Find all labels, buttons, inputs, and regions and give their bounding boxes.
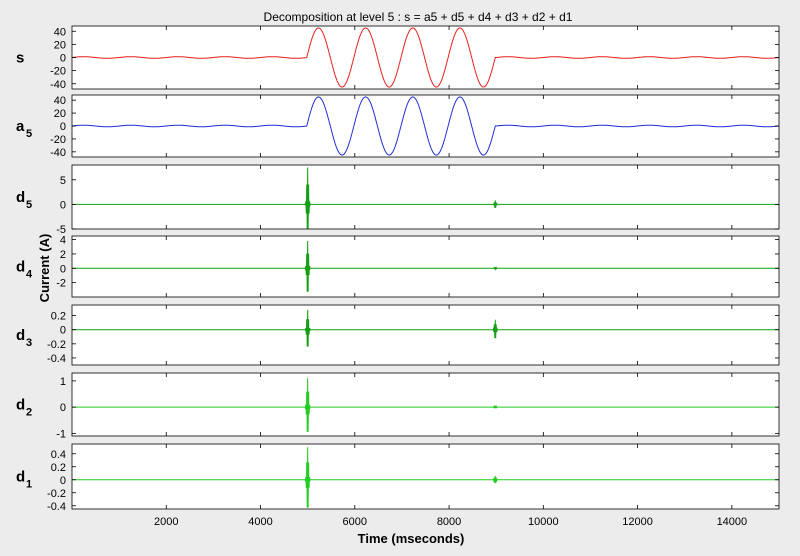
x-tick-label: 14000: [717, 516, 748, 528]
y-tick-label: -2: [56, 278, 66, 290]
y-tick-label: -20: [50, 66, 66, 78]
panel-frame: [71, 443, 780, 510]
y-tick-label: 0: [60, 263, 66, 275]
y-tick-label: 0.2: [51, 462, 66, 474]
signal-line-1: [72, 96, 779, 156]
y-tick-label: 2: [60, 249, 66, 261]
x-tick-label: 8000: [437, 516, 461, 528]
y-tick-label: 5: [60, 175, 66, 187]
panel-label: a: [16, 118, 25, 135]
y-tick-label: 0: [60, 402, 66, 414]
y-tick-label: -40: [50, 147, 66, 159]
y-tick-label: 20: [54, 39, 66, 51]
x-tick-label: 4000: [248, 516, 272, 528]
panel-label: s: [16, 50, 24, 67]
y-tick-label: 0.4: [51, 449, 66, 461]
panel-background: [72, 26, 779, 89]
x-tick-label: 2000: [154, 516, 178, 528]
panel-label-subscript: 1: [26, 479, 32, 491]
panel-label: d: [16, 469, 25, 486]
y-tick-label: -1: [56, 428, 66, 440]
panel-label-subscript: 3: [26, 337, 32, 349]
panel-label-subscript: 4: [26, 269, 33, 281]
panel-background: [72, 165, 779, 229]
panel-3: 420-2d 4: [16, 235, 780, 298]
panel-frame: [71, 164, 780, 230]
signal-line-4: [72, 309, 779, 347]
y-tick-label: 0: [60, 121, 66, 133]
y-tick-label: 40: [54, 95, 66, 107]
y-tick-label: -0.2: [47, 488, 66, 500]
y-tick-label: 40: [54, 26, 66, 38]
x-tick-label: 12000: [622, 516, 653, 528]
x-axis-ticks: 2000 4000 6000 8000 10000 12000 14000: [154, 516, 747, 528]
panel-background: [72, 305, 779, 365]
panel-label: d: [16, 189, 25, 206]
y-tick-label: 4: [60, 235, 66, 247]
chart-title: Decomposition at level 5 : s = a5 + d5 +…: [264, 10, 573, 24]
x-axis-label: Time (mseconds): [358, 531, 465, 546]
y-tick-label: 0: [60, 475, 66, 487]
panel-label: d: [16, 397, 25, 414]
y-tick-label: -0.4: [47, 501, 66, 513]
panel-label: d: [16, 259, 25, 276]
signal-line-0: [72, 27, 779, 88]
y-tick-label: 1: [60, 376, 66, 388]
x-tick-label: 6000: [343, 516, 367, 528]
panel-label-subscript: 5: [26, 128, 32, 140]
panel-5: 1 0 -1 d 2: [16, 372, 780, 440]
y-tick-label: -5: [56, 224, 66, 236]
y-tick-label: 0.2: [51, 311, 66, 323]
signal-line-5: [72, 378, 779, 432]
panel-6: 0.40.20-0.2-0.4 d 1: [16, 443, 780, 513]
panel-frame: [71, 235, 780, 298]
y-tick-label: -0.4: [47, 353, 66, 365]
panel-background: [72, 236, 779, 297]
y-tick-label: 0: [60, 325, 66, 337]
signal-line-2: [72, 167, 779, 230]
panel-background: [72, 373, 779, 436]
y-tick-label: -0.2: [47, 339, 66, 351]
panel-label-subscript: 5: [26, 199, 32, 211]
x-tick-label: 10000: [528, 516, 559, 528]
signal-line-3: [72, 240, 779, 292]
panel-label: d: [16, 327, 25, 344]
panel-background: [72, 444, 779, 509]
panel-label-subscript: 2: [26, 407, 32, 419]
signal-line-6: [72, 447, 779, 508]
panel-frame: [71, 372, 780, 437]
panel-frame: [71, 304, 780, 366]
panel-4: 0.2 0 -0.2 -0.4 d 3: [16, 304, 780, 366]
y-tick-label: 0: [60, 199, 66, 211]
panel-background: [72, 95, 779, 157]
y-tick-label: 0: [60, 53, 66, 65]
y-tick-label: -20: [50, 134, 66, 146]
panel-2: 50-5d 5: [16, 164, 780, 236]
y-axis-label: Current (A): [37, 234, 52, 303]
y-tick-label: 20: [54, 108, 66, 120]
y-tick-label: -40: [50, 79, 66, 91]
